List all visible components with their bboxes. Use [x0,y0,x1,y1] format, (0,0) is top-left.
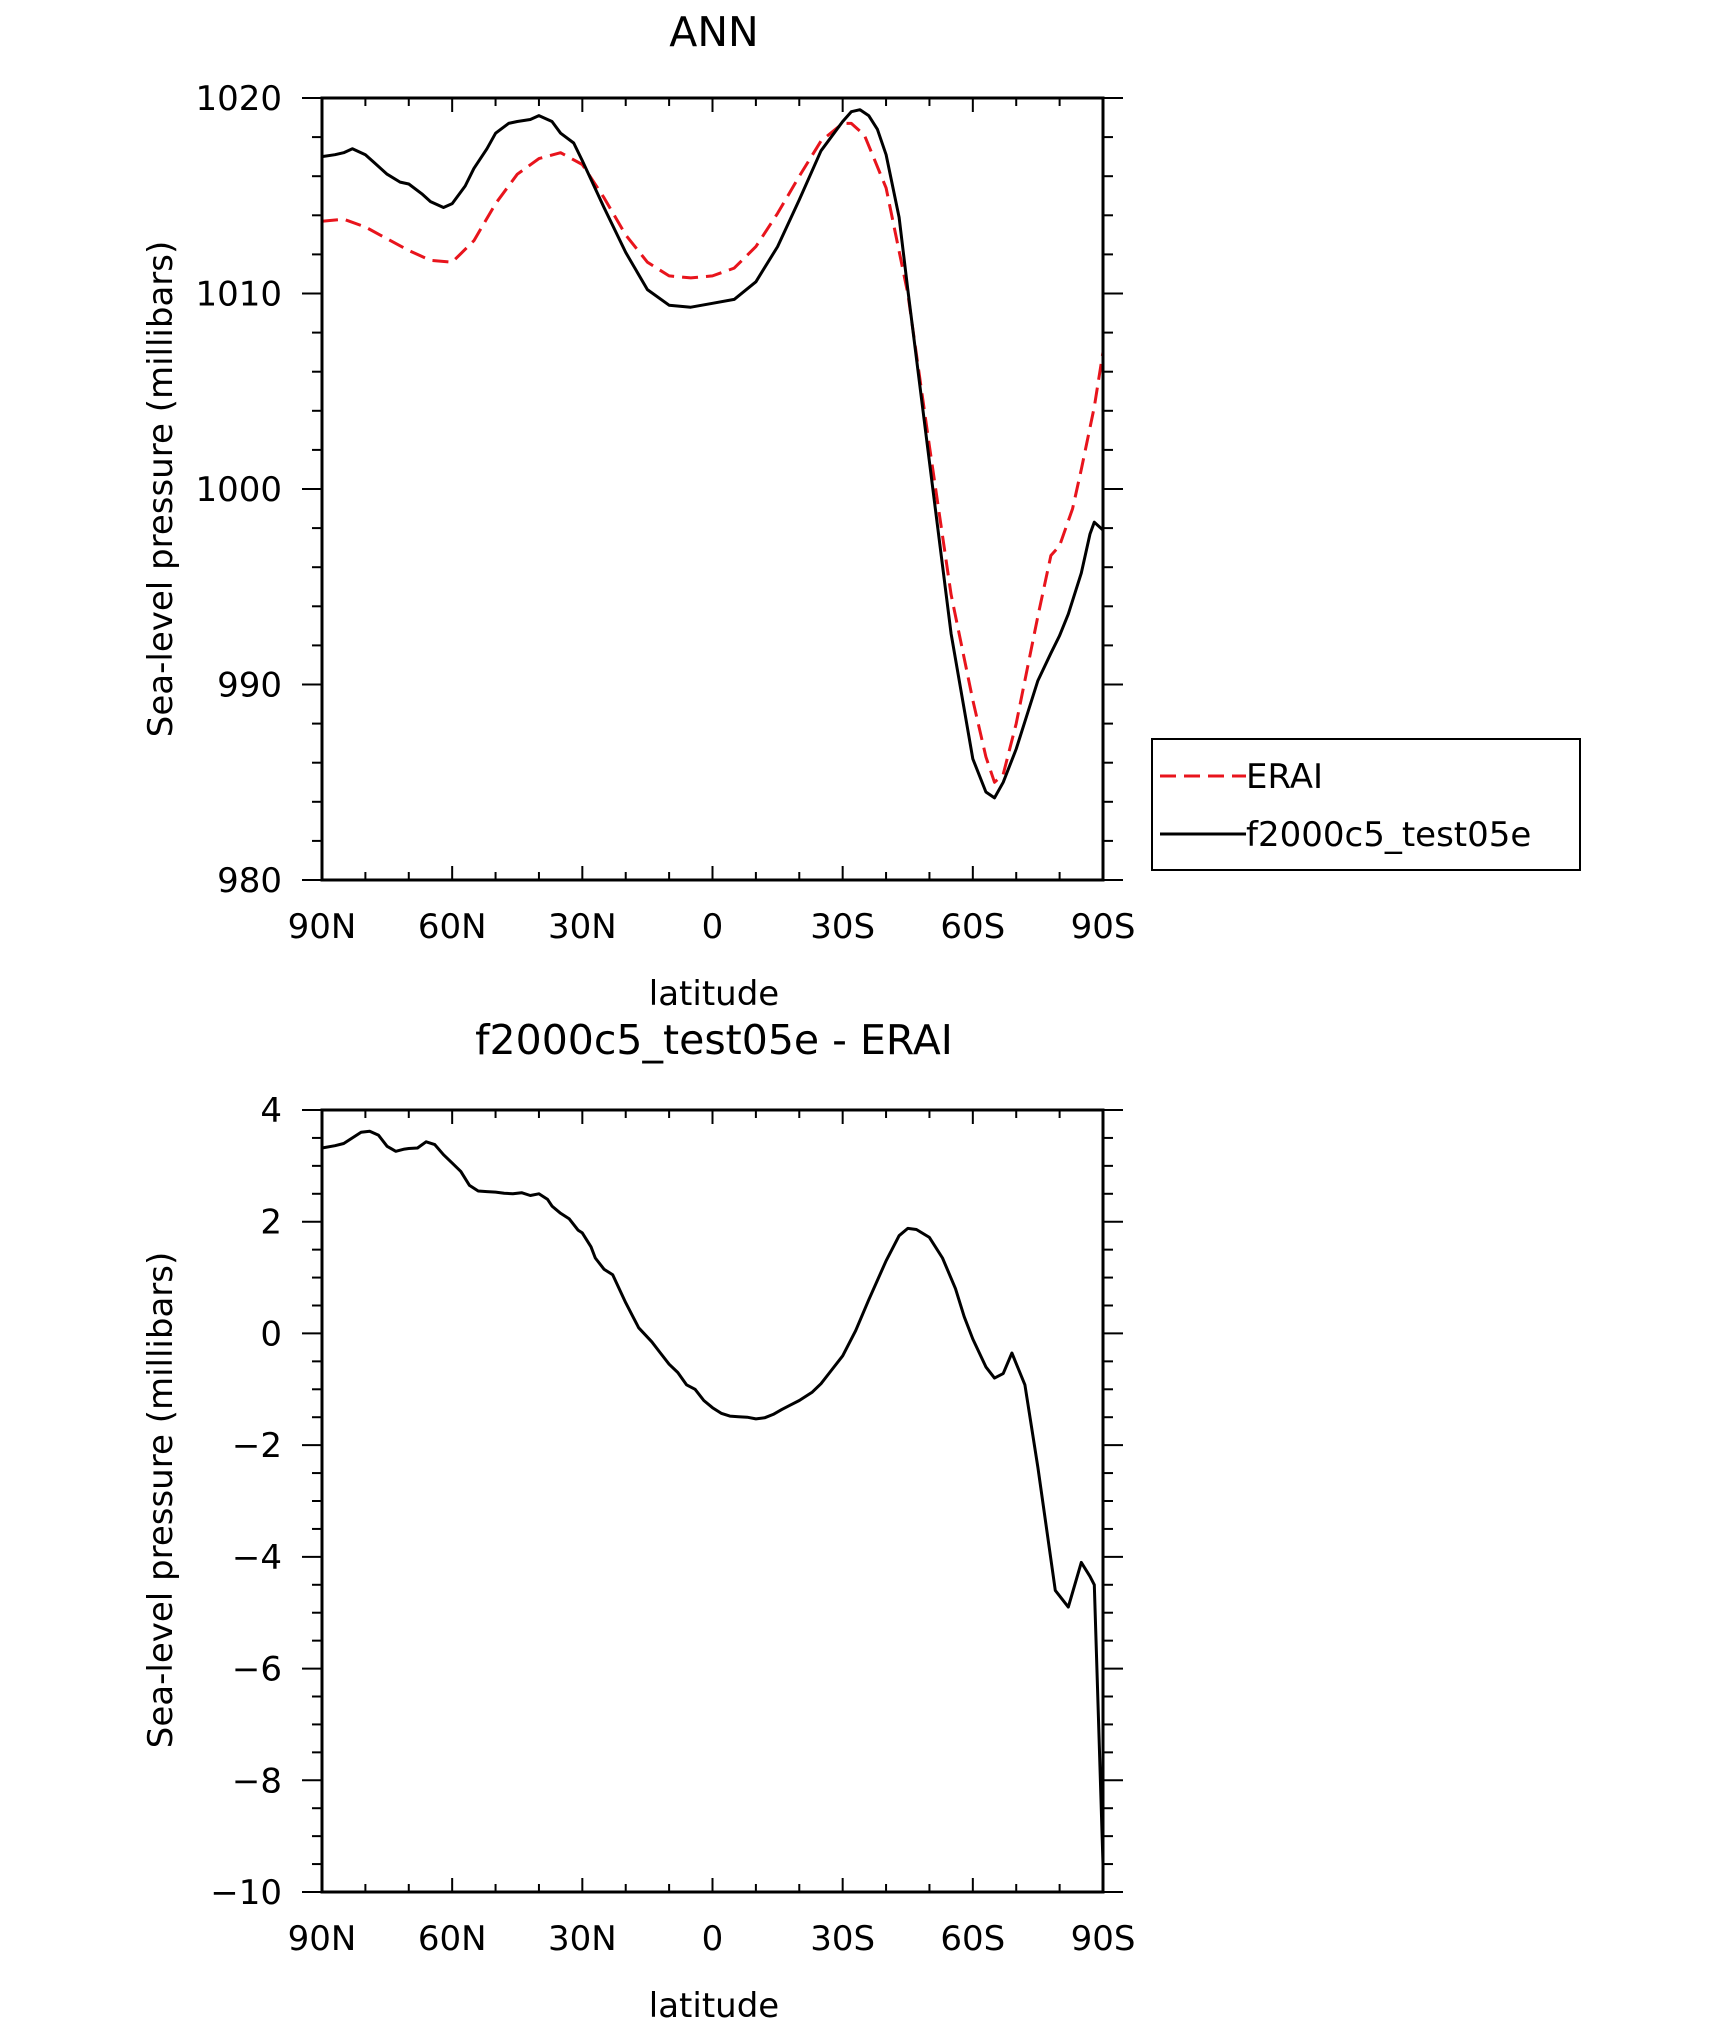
y-tick-label-0: 0 [260,1314,282,1354]
plot-frame-ann [320,96,1105,882]
legend-box [1151,738,1581,871]
series-line-erai-ann [321,121,1105,784]
panel-diff: f2000c5_test05e - ERAI 90N 60N 30N 0 30S 60S 9… [141,1016,1135,2021]
x-tick-label-30s: 30S [810,1919,875,1959]
chart-title-diff: f2000c5_test05e - ERAI [475,1016,953,1064]
x-tick-label-0: 0 [702,1919,724,1959]
panel-ann: ANN 90N 60N 30N 0 30S 60S 90S 980 990 1000 1010 102… [141,8,1581,1014]
y-axis-diff: 90N 60N 30N 0 30S 60S 90S −10 −8 −6 −4 −2 0 2 4 [210,1091,1135,1959]
series-line-f2000c5-test05e-erai-diff [321,1129,1105,1865]
plot-area-diff [321,1129,1105,1865]
x-tick-label-90n: 90N [288,907,357,947]
x-tick-label-90s: 90S [1071,907,1136,947]
legend-label-erai: ERAI [1246,757,1323,797]
y-tick-label-10: −10 [210,1873,282,1913]
x-tick-label-60s: 60S [940,1919,1005,1959]
x-tick-label-60n: 60N [418,1919,487,1959]
y-tick-label-980: 980 [217,861,282,901]
y-axis-label-ann: Sea-level pressure (millibars) [141,241,181,737]
y-axis-label-diff: Sea-level pressure (millibars) [141,1252,181,1748]
x-tick-label-90n: 90N [288,1919,357,1959]
y-tick-label-6: −6 [232,1650,282,1690]
x-tick-label-30n: 30N [548,1919,617,1959]
y-tick-label-8: −8 [232,1761,282,1801]
y-tick-label-4: 4 [260,1091,282,1131]
x-tick-label-30s: 30S [810,907,875,947]
plot-area-ann [321,108,1105,800]
x-tick-label-60s: 60S [940,907,1005,947]
x-tick-label-60n: 60N [418,907,487,947]
legend-label-f2000c5: f2000c5_test05e [1246,815,1531,855]
y-tick-label-2: 2 [260,1203,282,1243]
x-axis-label-ann: latitude [649,974,779,1014]
x-axis-label-diff: latitude [649,1986,779,2021]
chart-title-ann: ANN [669,8,758,56]
y-tick-label-1020: 1020 [195,79,282,119]
x-tick-label-0: 0 [702,907,724,947]
x-tick-label-90s: 90S [1071,1919,1136,1959]
y-tick-label-990: 990 [217,666,282,706]
y-tick-label-1010: 1010 [195,275,282,315]
y-tick-label-1000: 1000 [195,470,282,510]
legend: ERAI f2000c5_test05e [1151,738,1581,871]
x-tick-label-30n: 30N [548,907,617,947]
y-tick-label-2: −2 [232,1426,282,1466]
y-tick-label-4: −4 [232,1538,282,1578]
plot-frame-diff [320,1108,1105,1894]
y-axis-ann: 90N 60N 30N 0 30S 60S 90S 980 990 1000 1010 1020 [195,79,1135,947]
series-line-f2000c5-test05e-ann [321,108,1105,800]
